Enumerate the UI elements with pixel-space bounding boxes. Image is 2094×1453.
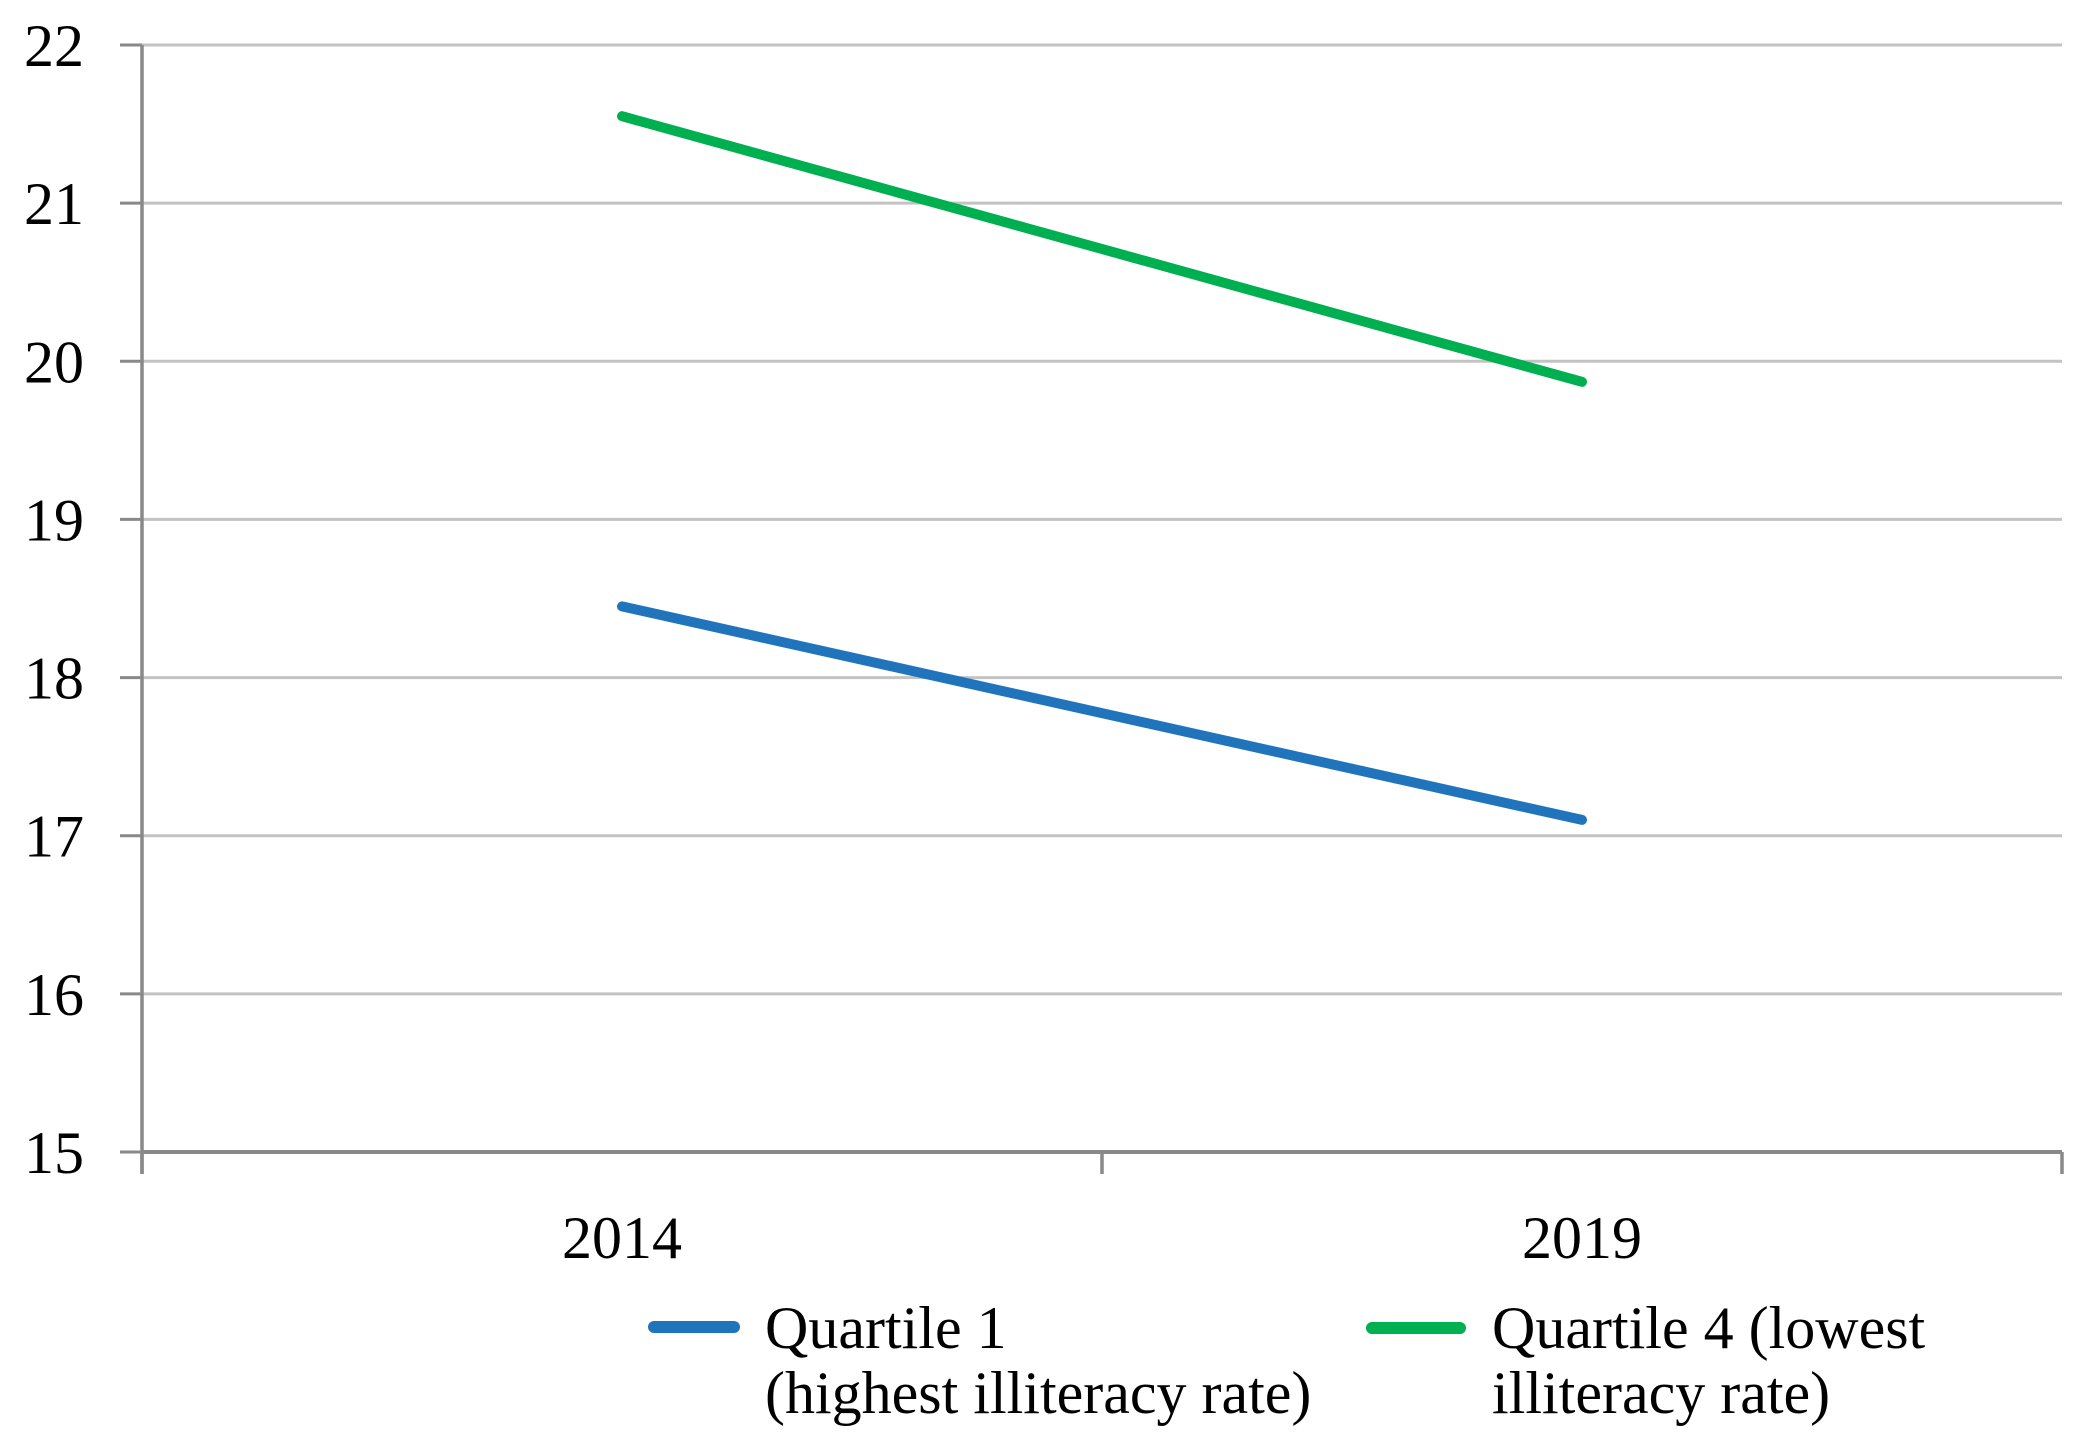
axes <box>120 43 2064 1174</box>
y-tick-label: 21 <box>24 171 84 237</box>
series-line-quartile-1 <box>617 601 1587 825</box>
y-tick-label: 22 <box>24 13 84 79</box>
legend: Quartile 1(highest illiteracy rate)Quart… <box>648 1295 1926 1426</box>
y-tick-label: 16 <box>24 962 84 1028</box>
y-tick-label: 17 <box>24 804 84 870</box>
x-tick-label: 2014 <box>562 1205 682 1271</box>
y-tick-label: 20 <box>24 329 84 395</box>
series-lines <box>617 111 1587 825</box>
y-tick-label: 18 <box>24 646 84 712</box>
gridlines <box>142 43 2062 996</box>
series-line-quartile-4 <box>617 111 1587 387</box>
legend-label-line: (highest illiteracy rate) <box>765 1360 1311 1426</box>
legend-label-line: Quartile 4 (lowest <box>1492 1295 1926 1361</box>
x-axis-labels: 2014 2019 <box>562 1205 1642 1271</box>
y-tick-label: 15 <box>24 1120 84 1186</box>
legend-label-line: Quartile 1 <box>765 1295 1007 1361</box>
x-tick-label: 2019 <box>1522 1205 1642 1271</box>
y-tick-label: 19 <box>24 487 84 553</box>
y-axis-labels: 15 16 17 18 19 20 21 22 <box>24 13 84 1186</box>
legend-label-line: illiteracy rate) <box>1492 1360 1830 1426</box>
legend-entry: Quartile 1(highest illiteracy rate) <box>648 1295 1311 1426</box>
